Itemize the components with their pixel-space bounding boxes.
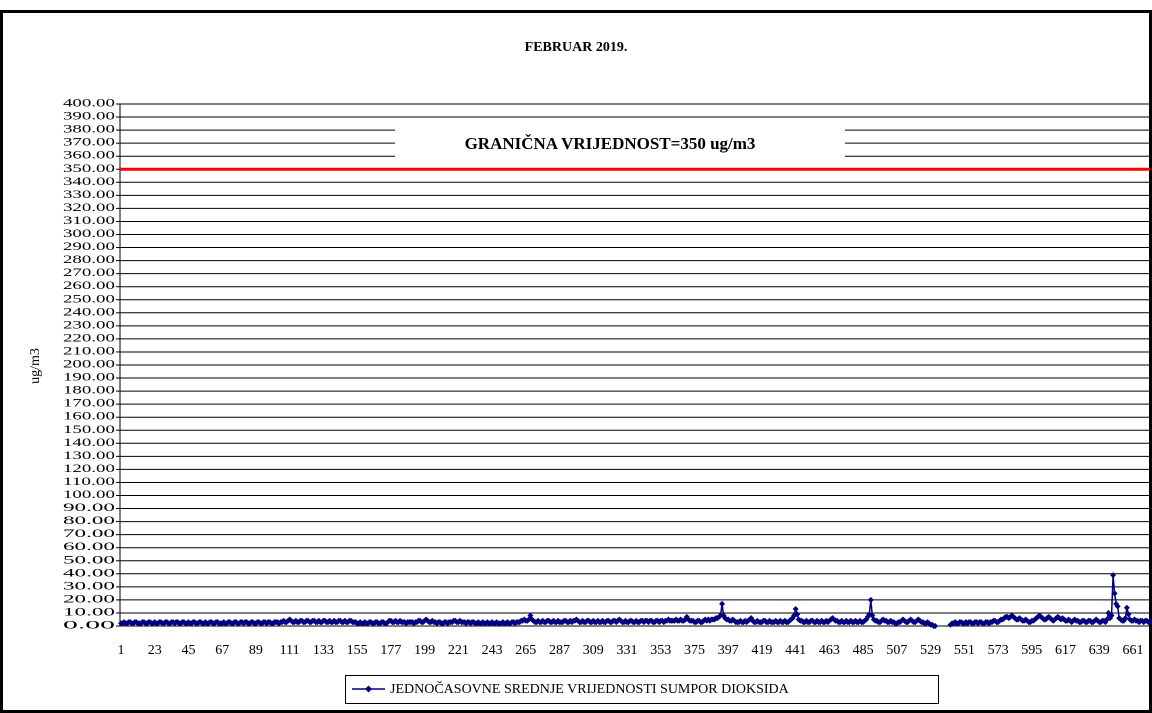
y-tick-label: 120.00: [63, 462, 115, 475]
plot: GRANIČNA VRIJEDNOST=350 ug/m3 1 23 45 67 89 11…: [118, 129, 1152, 658]
legend-label: JEDNOČASOVNE SREDNJE VRIJEDNOSTI SUMPOR …: [390, 680, 790, 697]
y-tick-label: 360.00: [63, 149, 115, 162]
x-tick-label: 155: [347, 643, 368, 658]
data-point: [1146, 619, 1152, 626]
y-tick-label: 220.00: [63, 331, 115, 344]
x-tick-label: 265: [515, 643, 536, 658]
x-tick-label: 375: [684, 643, 705, 658]
x-tick-label: 89: [249, 643, 263, 658]
legend-marker: [365, 685, 372, 693]
x-tick-label: 397: [718, 643, 739, 658]
annotation-background: [395, 129, 845, 161]
x-tick-label: 507: [886, 643, 907, 658]
x-tick-label: 419: [751, 643, 772, 658]
legend: JEDNOČASOVNE SREDNJE VRIJEDNOSTI SUMPOR …: [345, 675, 939, 704]
x-tick-label: 441: [785, 643, 806, 658]
x-tick-label: 287: [549, 643, 570, 658]
x-tick-label: 485: [853, 643, 874, 658]
y-tick-label: 80.00: [63, 514, 115, 527]
y-tick-label: 350.00: [63, 162, 115, 175]
y-tick-label: 250.00: [63, 292, 115, 305]
y-tick-label: 200.00: [63, 357, 115, 370]
y-tick-label: 40.00: [63, 566, 115, 579]
y-tick-label: 50.00: [63, 553, 115, 566]
y-tick-label: 300.00: [63, 227, 115, 240]
x-tick-label: 243: [482, 643, 503, 658]
data-point: [1110, 572, 1117, 579]
y-tick-label: 170.00: [63, 397, 115, 410]
y-tick-label: 400.00: [63, 96, 115, 109]
y-tick-label: 210.00: [63, 344, 115, 357]
y-tick-label: 310.00: [63, 214, 115, 227]
x-tick-label: 353: [650, 643, 671, 658]
data-point: [1108, 612, 1115, 619]
x-tick-label: 529: [920, 643, 941, 658]
x-tick-label: 177: [380, 643, 401, 658]
x-tick-label: 111: [280, 643, 300, 658]
y-tick-label: 240.00: [63, 305, 115, 318]
x-tick-label: 463: [819, 643, 840, 658]
y-tick-label: 380.00: [63, 123, 115, 136]
y-tick-label: 190.00: [63, 371, 115, 384]
data-point: [792, 606, 799, 613]
y-tick-label: 0.00: [63, 618, 115, 631]
y-tick-label: 30.00: [63, 579, 115, 592]
data-point: [717, 612, 724, 619]
data-point: [1111, 590, 1118, 597]
y-tick-label: 180.00: [63, 384, 115, 397]
y-tick-label: 370.00: [63, 136, 115, 149]
x-tick-label: 67: [215, 643, 229, 658]
x-tick-label: 331: [617, 643, 638, 658]
x-tick-label: 551: [954, 643, 975, 658]
y-tick-label: 280.00: [63, 253, 115, 266]
x-tick-label: 1: [118, 643, 125, 658]
x-tick-label: 639: [1089, 643, 1110, 658]
x-tick-label: 221: [448, 643, 469, 658]
y-tick-label: 260.00: [63, 279, 115, 292]
y-tick-label: 130.00: [63, 449, 115, 462]
y-tick-label: 140.00: [63, 436, 115, 449]
data-point: [867, 596, 874, 603]
y-tick-label: 230.00: [63, 318, 115, 331]
x-tick-label: 23: [148, 643, 162, 658]
data-point: [1114, 603, 1121, 610]
y-tick-label: 100.00: [63, 488, 115, 501]
y-tick-label: 70.00: [63, 527, 115, 540]
x-tick-label: 661: [1123, 643, 1144, 658]
y-axis-label: ug/m3: [28, 348, 43, 384]
x-tick-label: 199: [414, 643, 435, 658]
y-tick-label: 20.00: [63, 592, 115, 605]
x-tick-label: 133: [313, 643, 334, 658]
y-tick-label: 340.00: [63, 175, 115, 188]
y-tick-label: 90.00: [63, 501, 115, 514]
chart-title: FEBRUAR 2019.: [525, 40, 628, 55]
legend-box: [345, 675, 939, 704]
threshold-label: GRANIČNA VRIJEDNOST=350 ug/m3: [465, 134, 756, 153]
x-tick-label: 45: [181, 643, 195, 658]
y-tick-label: 150.00: [63, 423, 115, 436]
y-tick-label: 10.00: [63, 605, 115, 618]
x-tick-label: 617: [1055, 643, 1076, 658]
y-tick-label: 390.00: [63, 110, 115, 123]
y-tick-label: 320.00: [63, 201, 115, 214]
x-tick-label: 573: [988, 643, 1009, 658]
data-point: [932, 623, 939, 629]
data-point: [719, 600, 726, 607]
x-tick-label: 595: [1021, 643, 1042, 658]
data-point: [794, 611, 801, 618]
data-point: [1125, 611, 1132, 618]
x-tick-label: 309: [583, 643, 604, 658]
y-tick-label: 290.00: [63, 240, 115, 253]
data-point: [1122, 615, 1129, 622]
y-tick-label: 270.00: [63, 266, 115, 279]
y-tick-label: 110.00: [63, 475, 115, 488]
chart-border: [0, 10, 1152, 713]
y-tick-label: 60.00: [63, 540, 115, 553]
y-tick-label: 330.00: [63, 188, 115, 201]
y-tick-label: 160.00: [63, 410, 115, 423]
data-point: [1123, 604, 1130, 611]
